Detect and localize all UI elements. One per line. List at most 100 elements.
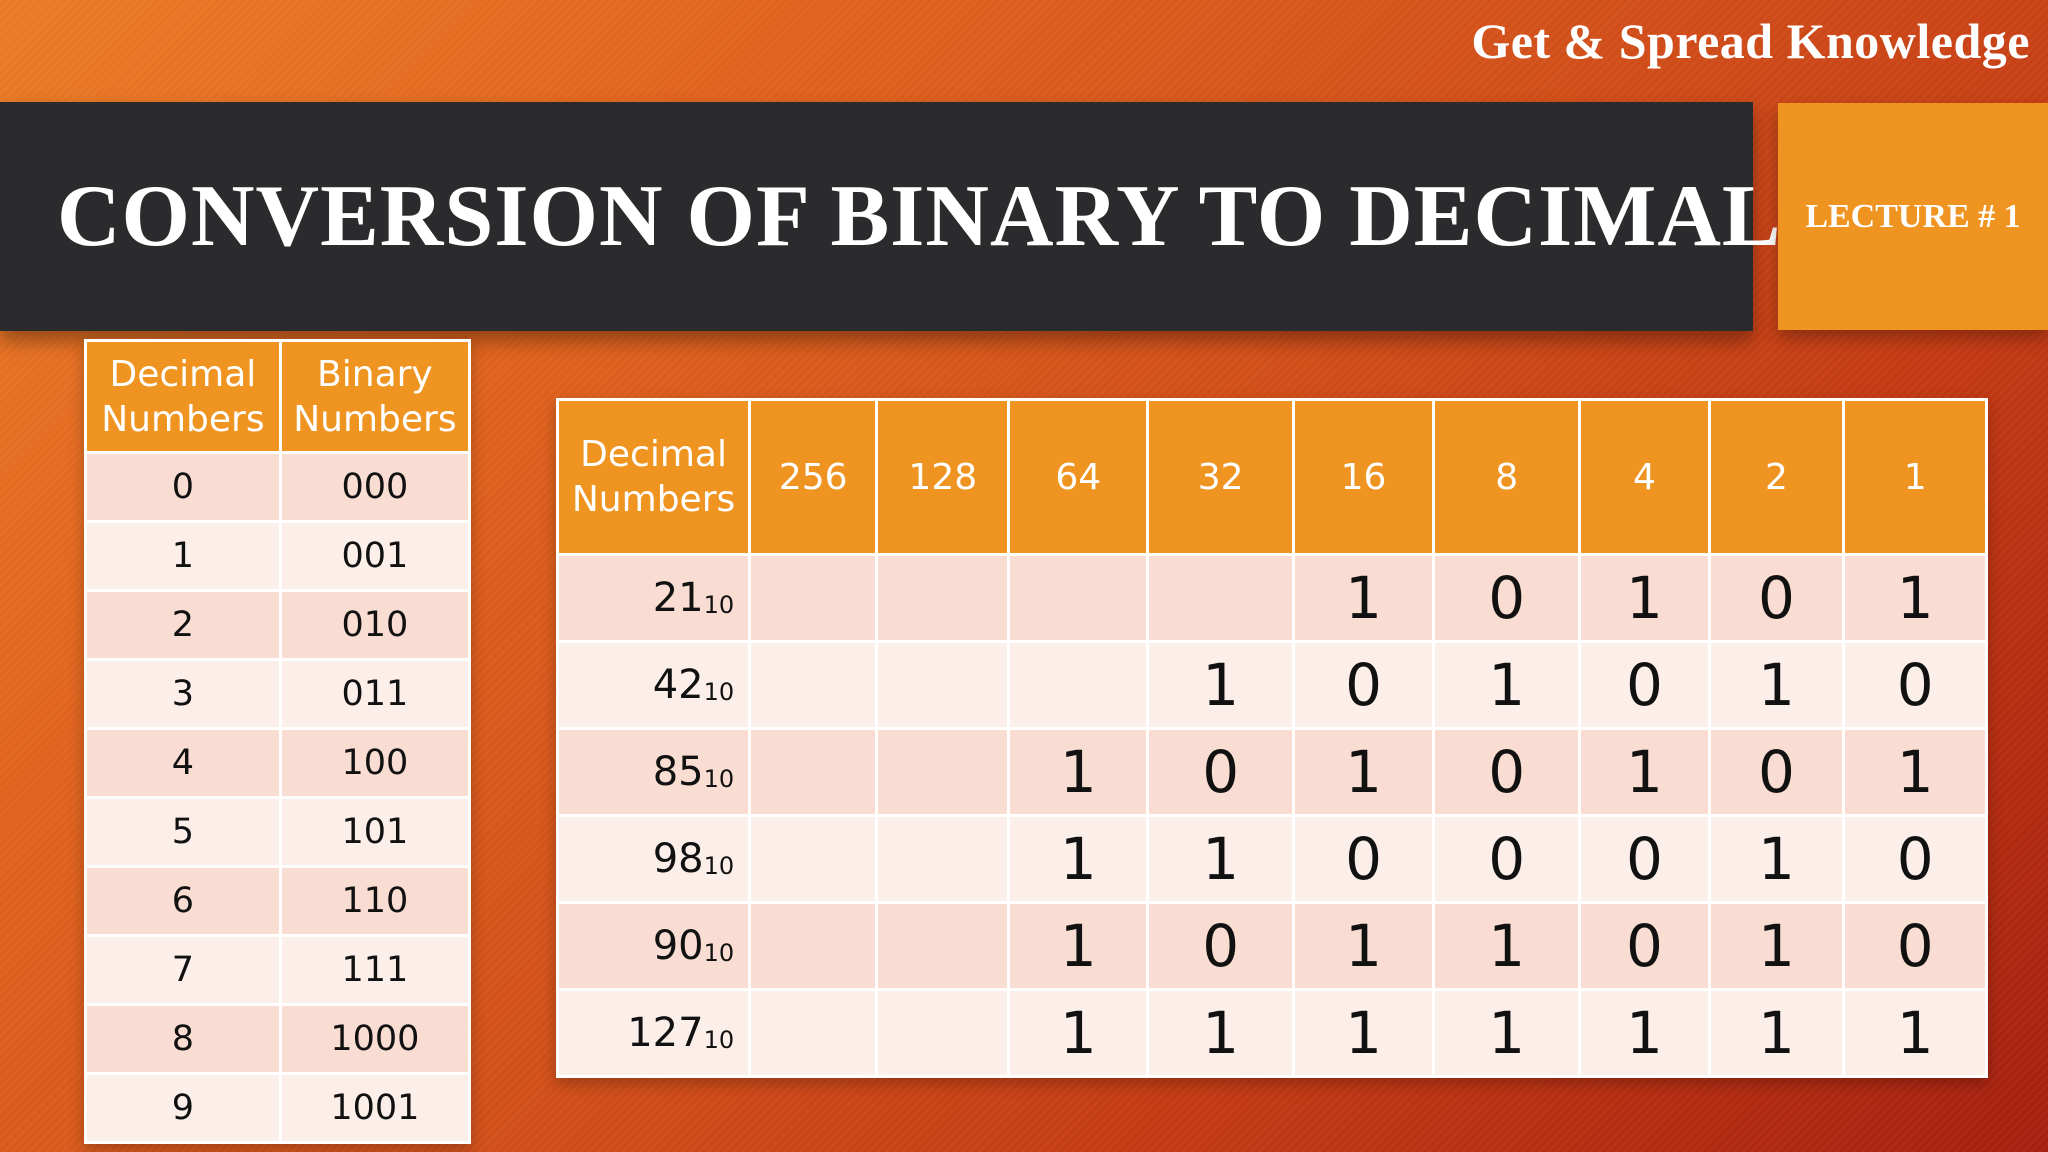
column-header: 64 xyxy=(1007,398,1150,556)
decimal-value-cell: 12710 xyxy=(555,988,752,1078)
bit-cell xyxy=(748,901,879,991)
decimal-value: 98 xyxy=(652,836,704,882)
lecture-label: LECTURE # 1 xyxy=(1805,197,2021,235)
decimal-cell: 0 xyxy=(84,451,282,523)
bit-cell: 0 xyxy=(1842,814,1988,904)
binary-cell: 011 xyxy=(278,658,472,730)
bit-cell: 1 xyxy=(1578,553,1711,643)
table-row: 1 001 xyxy=(84,520,472,592)
bit-cell: 1 xyxy=(1146,988,1296,1078)
bit-cell: 1 xyxy=(1842,727,1988,817)
bit-cell xyxy=(748,727,879,817)
table-row: 9010 1 0 1 1 0 1 0 xyxy=(555,901,1988,991)
binary-cell: 110 xyxy=(278,865,472,937)
decimal-cell: 5 xyxy=(84,796,282,868)
decimal-value: 85 xyxy=(652,749,704,795)
bit-cell: 1 xyxy=(1432,901,1582,991)
column-header: Binary Numbers xyxy=(278,339,472,454)
bit-cell xyxy=(748,553,879,643)
table-header-row: Decimal Numbers Binary Numbers xyxy=(84,339,472,454)
binary-conversion-table: Decimal Numbers 256 128 64 32 16 8 4 2 1… xyxy=(555,398,1988,1078)
decimal-cell: 8 xyxy=(84,1003,282,1075)
binary-cell: 001 xyxy=(278,520,472,592)
table-row: 0 000 xyxy=(84,451,472,523)
column-header: Decimal Numbers xyxy=(555,398,752,556)
bit-cell: 0 xyxy=(1432,727,1582,817)
bit-cell: 1 xyxy=(1842,988,1988,1078)
bit-cell xyxy=(875,988,1011,1078)
bit-cell: 1 xyxy=(1707,814,1846,904)
binary-cell: 101 xyxy=(278,796,472,868)
bit-cell: 1 xyxy=(1292,901,1436,991)
table-row: 4210 1 0 1 0 1 0 xyxy=(555,640,1988,730)
decimal-cell: 1 xyxy=(84,520,282,592)
bit-cell xyxy=(875,727,1011,817)
bit-cell: 1 xyxy=(1007,727,1150,817)
table-row: 9 1001 xyxy=(84,1072,472,1144)
decimal-cell: 6 xyxy=(84,865,282,937)
bit-cell: 0 xyxy=(1292,640,1436,730)
decimal-value: 90 xyxy=(652,923,704,969)
bit-cell xyxy=(748,640,879,730)
bit-cell: 1 xyxy=(1432,640,1582,730)
bit-cell xyxy=(1007,553,1150,643)
table-row: 7 111 xyxy=(84,934,472,1006)
column-header: Decimal Numbers xyxy=(84,339,282,454)
binary-cell: 1000 xyxy=(278,1003,472,1075)
binary-cell: 010 xyxy=(278,589,472,661)
table-row: 5 101 xyxy=(84,796,472,868)
decimal-value-cell: 9810 xyxy=(555,814,752,904)
binary-cell: 100 xyxy=(278,727,472,799)
decimal-value-cell: 2110 xyxy=(555,553,752,643)
decimal-cell: 3 xyxy=(84,658,282,730)
bit-cell: 1 xyxy=(1007,901,1150,991)
table-row: 2 010 xyxy=(84,589,472,661)
decimal-value-cell: 9010 xyxy=(555,901,752,991)
bit-cell xyxy=(748,814,879,904)
base-subscript: 10 xyxy=(703,591,735,619)
bit-cell: 0 xyxy=(1432,814,1582,904)
decimal-cell: 9 xyxy=(84,1072,282,1144)
bit-cell: 0 xyxy=(1842,640,1988,730)
decimal-value: 21 xyxy=(652,575,704,621)
decimal-value-cell: 8510 xyxy=(555,727,752,817)
bit-cell: 0 xyxy=(1578,640,1711,730)
bit-cell: 0 xyxy=(1432,553,1582,643)
table-row: 2110 1 0 1 0 1 xyxy=(555,553,1988,643)
table-header-row: Decimal Numbers 256 128 64 32 16 8 4 2 1 xyxy=(555,398,1988,556)
column-header: 8 xyxy=(1432,398,1582,556)
base-subscript: 10 xyxy=(703,678,735,706)
base-subscript: 10 xyxy=(703,939,735,967)
bit-cell: 0 xyxy=(1292,814,1436,904)
tagline: Get & Spread Knowledge xyxy=(1471,13,2030,69)
column-header: 256 xyxy=(748,398,879,556)
table-row: 12710 1 1 1 1 1 1 1 xyxy=(555,988,1988,1078)
bit-cell xyxy=(748,988,879,1078)
bit-cell: 1 xyxy=(1707,901,1846,991)
bit-cell: 0 xyxy=(1578,901,1711,991)
column-header: 16 xyxy=(1292,398,1436,556)
column-header: 32 xyxy=(1146,398,1296,556)
decimal-cell: 2 xyxy=(84,589,282,661)
base-subscript: 10 xyxy=(703,765,735,793)
bit-cell: 0 xyxy=(1578,814,1711,904)
bit-cell: 1 xyxy=(1292,727,1436,817)
column-header: 128 xyxy=(875,398,1011,556)
decimal-cell: 7 xyxy=(84,934,282,1006)
bit-cell xyxy=(875,814,1011,904)
bit-cell: 1 xyxy=(1146,640,1296,730)
bit-cell: 0 xyxy=(1842,901,1988,991)
page-title: CONVERSION OF BINARY TO DECIMAL xyxy=(57,168,1782,265)
table-row: 3 011 xyxy=(84,658,472,730)
decimal-value: 127 xyxy=(627,1010,704,1056)
base-subscript: 10 xyxy=(703,1026,735,1054)
decimal-binary-reference-table: Decimal Numbers Binary Numbers 0 000 1 0… xyxy=(84,339,472,1144)
bit-cell: 0 xyxy=(1146,901,1296,991)
bit-cell: 1 xyxy=(1146,814,1296,904)
binary-cell: 1001 xyxy=(278,1072,472,1144)
table-row: 4 100 xyxy=(84,727,472,799)
bit-cell: 1 xyxy=(1578,727,1711,817)
base-subscript: 10 xyxy=(703,852,735,880)
column-header: 4 xyxy=(1578,398,1711,556)
column-header: 1 xyxy=(1842,398,1988,556)
